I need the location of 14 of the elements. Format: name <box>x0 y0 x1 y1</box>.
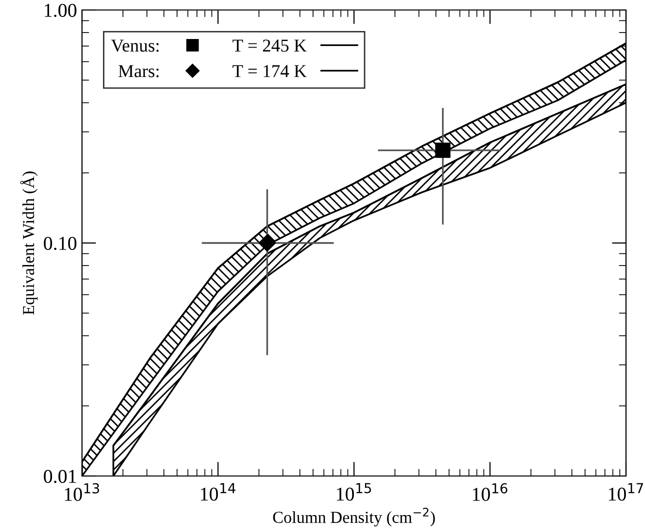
x-axis-title: Column Density (cm$^{−2}$) <box>273 508 435 526</box>
y-tick-label: 0.01 <box>44 470 76 484</box>
x-tick-label: 10$^{13}$ <box>64 483 100 501</box>
y-tick-label: 0.10 <box>44 236 76 250</box>
legend-label: T = 245 K <box>232 40 307 52</box>
x-tick-label: 10$^{15}$ <box>336 483 371 501</box>
y-axis-title: Equivalent Width (Å) <box>20 172 38 315</box>
x-tick-label: 10$^{17}$ <box>608 483 644 501</box>
legend-label: Mars: <box>118 65 159 78</box>
x-tick-label: 10$^{14}$ <box>200 483 236 501</box>
legend-label: T = 174 K <box>232 65 307 78</box>
legend-label: Venus: <box>111 40 159 52</box>
y-tick-label: 1.00 <box>44 4 76 18</box>
x-tick-label: 10$^{16}$ <box>472 483 508 501</box>
